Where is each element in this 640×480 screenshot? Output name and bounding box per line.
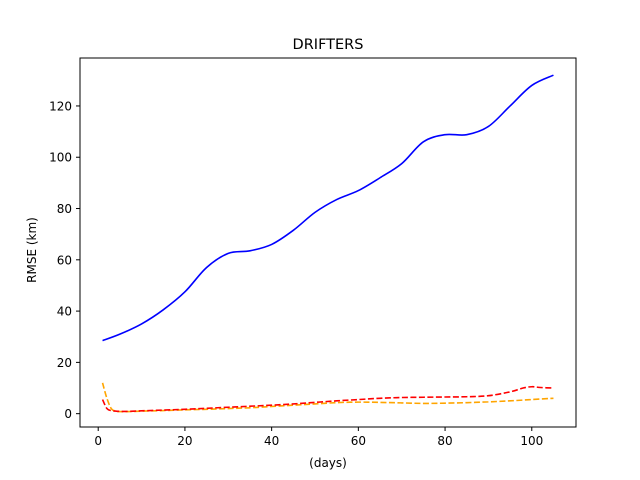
y-axis: 0 20 40 60 80 100 120 (49, 99, 80, 421)
y-tick-label: 100 (49, 151, 72, 165)
series-line-3 (101, 385, 554, 413)
y-tick-label: 0 (64, 407, 72, 421)
x-tick-label: 60 (351, 434, 366, 448)
y-tick-label: 20 (57, 356, 72, 370)
x-tick-label: 80 (437, 434, 452, 448)
chart-title: DRIFTERS (293, 37, 364, 53)
series-layer (101, 74, 554, 413)
x-axis-label: (days) (309, 456, 347, 470)
series-line-2 (101, 382, 554, 413)
y-tick-label: 40 (57, 305, 72, 319)
y-tick-label: 120 (49, 99, 72, 113)
axes-frame (79, 57, 577, 428)
x-tick-label: 100 (520, 434, 543, 448)
y-tick-label: 80 (57, 202, 72, 216)
x-tick-label: 20 (177, 434, 192, 448)
plot-area: 0 20 40 60 80 100 0 20 40 60 80 100 120 (49, 57, 577, 448)
x-tick-label: 0 (94, 434, 102, 448)
y-axis-label: RMSE (km) (25, 217, 39, 283)
y-tick-label: 60 (57, 253, 72, 267)
x-tick-label: 40 (264, 434, 279, 448)
series-line-1 (102, 74, 554, 342)
x-axis: 0 20 40 60 80 100 (94, 427, 543, 448)
